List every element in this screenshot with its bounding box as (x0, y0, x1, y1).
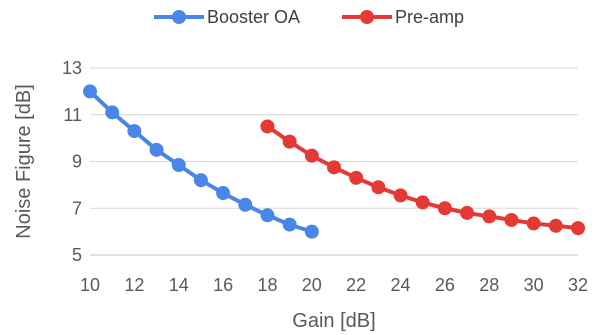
data-point (327, 160, 341, 175)
data-point (571, 221, 585, 236)
data-point (282, 134, 297, 149)
x-axis-ticks: 10 12 14 16 18 20 22 24 26 28 30 32 (80, 275, 588, 295)
data-point (105, 105, 120, 120)
x-tick-label: 16 (213, 275, 233, 295)
y-tick-label: 5 (72, 245, 82, 265)
data-point (460, 205, 475, 220)
data-point (149, 142, 164, 157)
data-point (127, 124, 142, 139)
x-tick-label: 28 (479, 275, 499, 295)
y-tick-label: 7 (72, 198, 82, 218)
x-tick-label: 10 (80, 275, 100, 295)
y-axis-title: Noise Figure [dB] (13, 84, 35, 239)
x-tick-label: 30 (524, 275, 544, 295)
data-point (393, 188, 408, 203)
data-point (482, 209, 497, 224)
y-axis-ticks: 5 7 9 11 13 (62, 58, 82, 265)
series-1 (260, 119, 585, 236)
data-point (548, 218, 563, 233)
x-tick-label: 24 (391, 275, 411, 295)
data-point (193, 173, 208, 188)
x-axis-title: Gain [dB] (292, 310, 375, 332)
gridlines (90, 67, 578, 209)
data-point (260, 119, 275, 134)
data-point (260, 208, 275, 223)
x-tick-label: 26 (435, 275, 455, 295)
legend-label: Booster OA (207, 7, 300, 27)
data-point (504, 212, 519, 227)
data-point (437, 201, 452, 216)
data-point (83, 84, 97, 99)
series-layer (83, 84, 585, 239)
x-tick-label: 14 (169, 275, 189, 295)
y-tick-label: 11 (63, 105, 82, 125)
series-line (265, 124, 580, 231)
x-tick-label: 32 (568, 275, 588, 295)
data-point (371, 180, 386, 195)
x-tick-label: 18 (257, 275, 277, 295)
data-point (304, 224, 319, 239)
series-0 (83, 84, 319, 239)
data-point (415, 195, 430, 210)
legend-label: Pre-amp (395, 7, 464, 27)
data-point (304, 148, 319, 163)
data-point (171, 158, 186, 173)
x-tick-label: 22 (346, 275, 366, 295)
data-point (216, 186, 231, 201)
legend-marker (172, 10, 186, 24)
data-point (282, 217, 297, 232)
data-point (526, 216, 541, 231)
data-point (238, 197, 253, 212)
x-tick-label: 12 (124, 275, 144, 295)
y-tick-label: 13 (62, 58, 82, 78)
legend-item: Pre-amp (342, 7, 464, 27)
x-tick-label: 20 (302, 275, 322, 295)
legend-marker (360, 10, 374, 24)
data-point (349, 170, 364, 185)
legend: Booster OA Pre-amp (154, 7, 464, 27)
legend-item: Booster OA (154, 7, 300, 27)
y-tick-label: 9 (72, 152, 82, 172)
